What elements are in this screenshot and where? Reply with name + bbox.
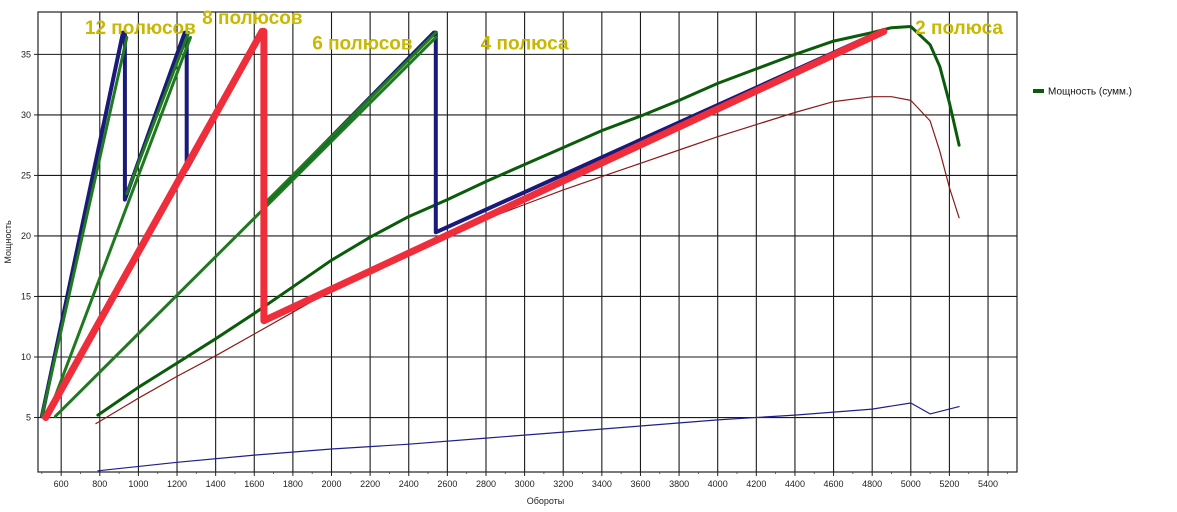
x-tick-label: 5200 (939, 479, 959, 489)
x-tick-label: 3000 (515, 479, 535, 489)
x-tick-label: 4600 (824, 479, 844, 489)
series-line-5 (46, 35, 192, 418)
x-tick-label: 2200 (360, 479, 380, 489)
x-tick-label: 3600 (630, 479, 650, 489)
series-layer (39, 25, 961, 472)
x-tick-label: 1800 (283, 479, 303, 489)
y-tick-label: 10 (21, 352, 31, 362)
x-tick-label: 1400 (206, 479, 226, 489)
x-tick-label: 4800 (862, 479, 882, 489)
grid-layer (37, 11, 1018, 473)
legend-label: Мощность (сумм.) (1048, 87, 1132, 98)
x-tick-label: 5000 (901, 479, 921, 489)
annotation-pole-label: 8 полюсов (202, 8, 302, 29)
x-tick-label: 3800 (669, 479, 689, 489)
series-line-2 (97, 402, 960, 472)
x-tick-label: 1000 (128, 479, 148, 489)
series-line-1 (95, 96, 960, 425)
series-line-7 (125, 31, 191, 196)
x-tick-label: 1200 (167, 479, 187, 489)
x-tick-label: 4000 (708, 479, 728, 489)
x-tick-label: 3400 (592, 479, 612, 489)
y-tick-label: 35 (21, 49, 31, 59)
x-tick-label: 2600 (437, 479, 457, 489)
x-tick-label: 2800 (476, 479, 496, 489)
y-tick-label: 15 (21, 291, 31, 301)
x-tick-label: 600 (54, 479, 69, 489)
x-tick-label: 4400 (785, 479, 805, 489)
x-tick-label: 4200 (746, 479, 766, 489)
annotation-pole-label: 6 полюсов (312, 34, 412, 55)
x-tick-label: 5400 (978, 479, 998, 489)
y-tick-label: 25 (21, 170, 31, 180)
annotation-pole-label: 4 полюса (481, 34, 569, 55)
x-axis-title: Обороты (527, 496, 565, 506)
x-tick-label: 3200 (553, 479, 573, 489)
x-tick-label: 1600 (244, 479, 264, 489)
plot-frame (37, 11, 1018, 473)
legend: Мощность (сумм.) (1033, 87, 1132, 98)
annotation-pole-label: 12 полюсов (85, 18, 196, 39)
y-tick-label: 20 (21, 231, 31, 241)
x-tick-label: 800 (92, 479, 107, 489)
x-tick-label: 2000 (321, 479, 341, 489)
y-axis-title: Мощность (3, 220, 13, 264)
y-tick-label: 5 (26, 413, 31, 423)
annotation-layer: 12 полюсов 8 полюсов 6 полюсов 4 полюса 2 по… (85, 8, 1004, 54)
series-line-9 (42, 27, 888, 421)
series-line-4 (40, 35, 129, 418)
series-line-8 (264, 31, 438, 204)
series-line-6 (53, 35, 438, 418)
y-tick-label: 30 (21, 110, 31, 120)
annotation-pole-label: 2 полюса (915, 18, 1003, 39)
x-tick-label: 2400 (399, 479, 419, 489)
axis-layer: 600 800 1000 1200 1400 1600 1800 2000 2200 2400 26… (3, 49, 1008, 506)
